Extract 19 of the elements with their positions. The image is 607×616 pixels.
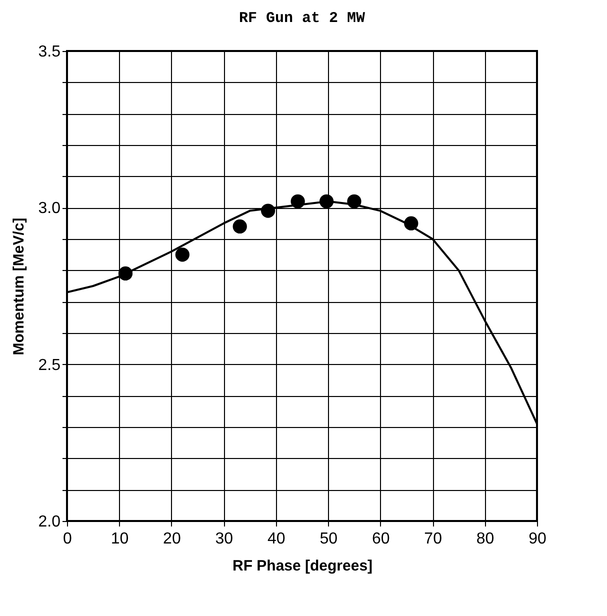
x-tick-label: 80 bbox=[476, 530, 494, 548]
y-axis-title: Momentum [MeV/c] bbox=[10, 218, 28, 356]
x-tick-label: 30 bbox=[215, 530, 234, 548]
y-tick-label: 2.0 bbox=[38, 514, 61, 530]
x-tick-label: 70 bbox=[424, 530, 442, 548]
point bbox=[175, 248, 190, 262]
x-tick-label: 50 bbox=[320, 530, 338, 548]
y-tick-label: 3.5 bbox=[38, 44, 61, 60]
x-tick-label: 0 bbox=[63, 530, 72, 548]
x-tick-label: 90 bbox=[528, 530, 546, 548]
chart-title: RF Gun at 2 MW bbox=[238, 10, 366, 27]
x-tick-label: 60 bbox=[372, 530, 390, 548]
point bbox=[232, 219, 247, 234]
y-tick-label: 3.0 bbox=[38, 200, 61, 218]
x-tick-label: 10 bbox=[110, 530, 129, 548]
y-tick-label: 2.5 bbox=[38, 356, 61, 374]
x-tick-label: 20 bbox=[163, 530, 181, 548]
x-tick-label: 40 bbox=[267, 530, 286, 548]
x-axis-title: RF Phase [degrees] bbox=[232, 558, 373, 574]
